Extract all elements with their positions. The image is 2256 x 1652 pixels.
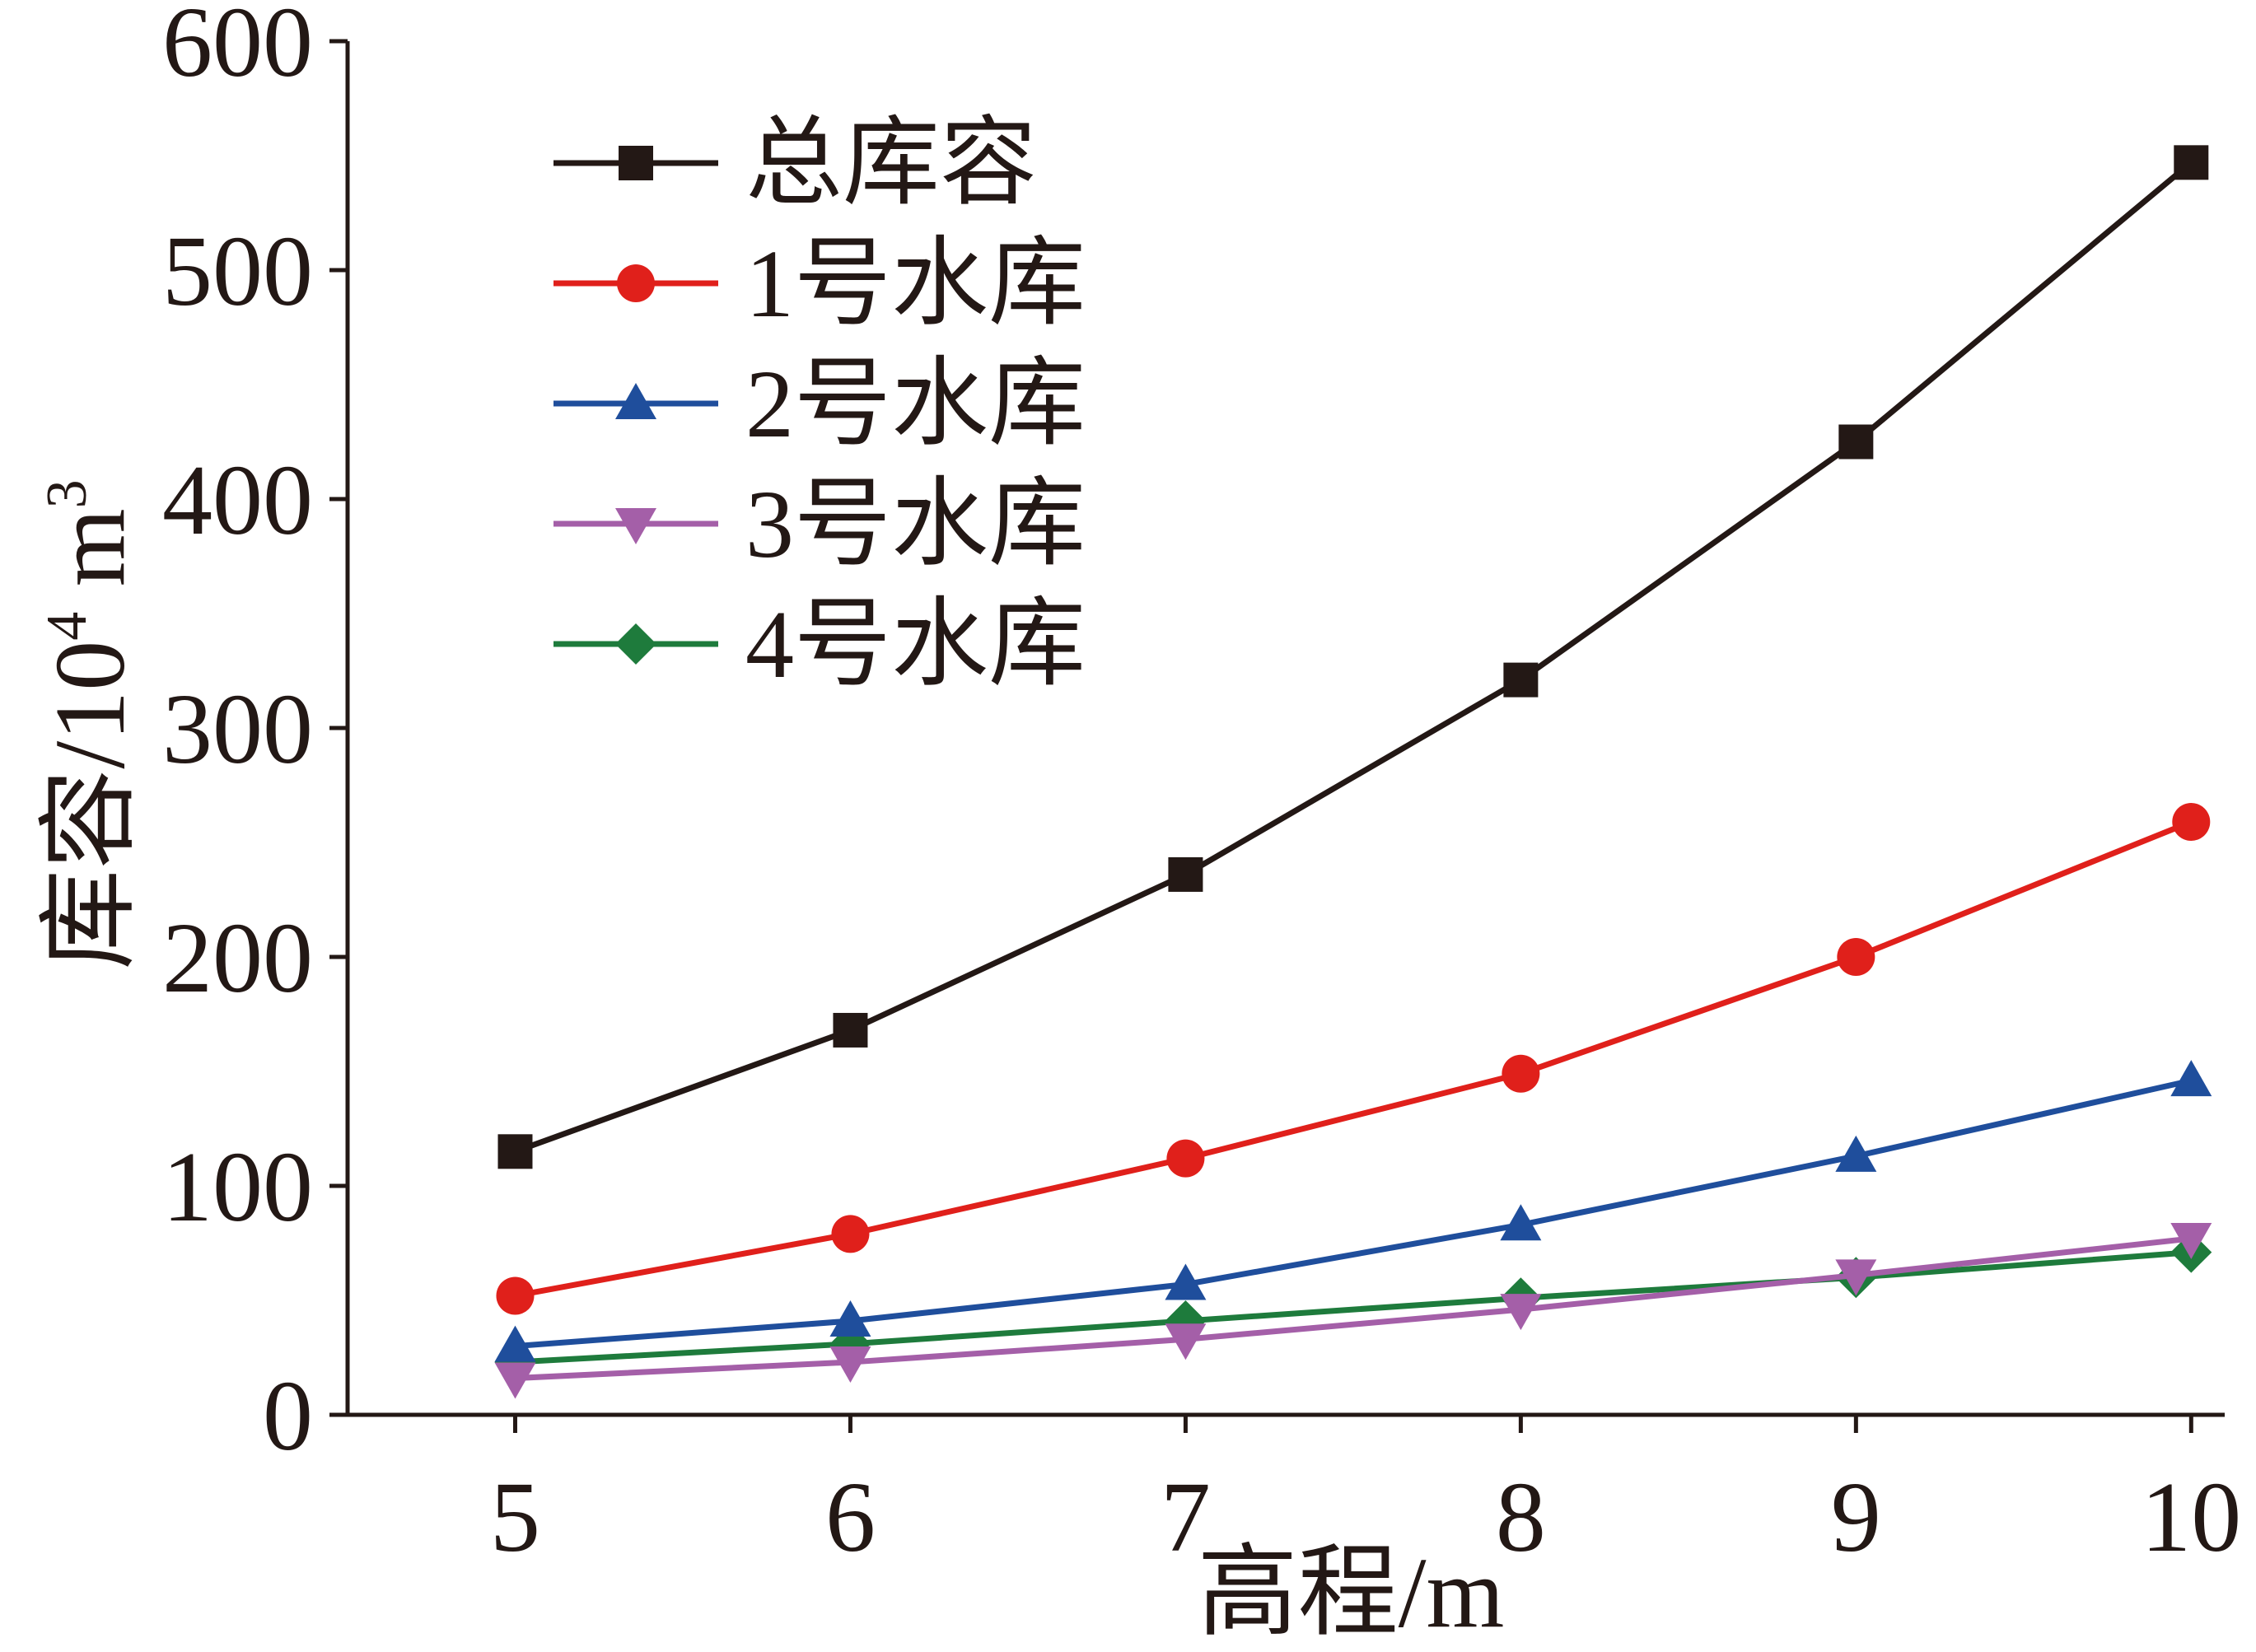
x-axis-title: 高程/m xyxy=(1198,1538,1505,1648)
data-point xyxy=(494,1325,536,1362)
data-point xyxy=(1502,1054,1540,1093)
data-point xyxy=(1838,424,1874,460)
y-axis-title-text: 库容/10 xyxy=(35,641,146,970)
legend-swatch-marker xyxy=(615,623,656,665)
data-point xyxy=(1166,1139,1205,1178)
x-tick-label: 10 xyxy=(2141,1462,2241,1573)
legend-swatch-marker xyxy=(615,508,656,544)
data-point xyxy=(497,1134,533,1169)
y-axis-title-sup-4: 4 xyxy=(35,612,99,641)
legend-item: 1号水库 xyxy=(553,230,1086,338)
legend: 总库容 1号水库 2号水库 3号水库 4号水库 xyxy=(553,110,1086,698)
data-point xyxy=(2170,1060,2212,1097)
legend-label: 2号水库 xyxy=(745,350,1086,458)
data-point xyxy=(1835,1259,1877,1296)
legend-item: 2号水库 xyxy=(553,350,1086,458)
legend-swatch-marker xyxy=(615,383,656,419)
y-axis-title-sup-3: 3 xyxy=(35,479,99,508)
y-tick-label: 0 xyxy=(263,1360,313,1472)
series-2 xyxy=(496,802,2211,1315)
data-point xyxy=(2172,802,2211,841)
legend-item: 3号水库 xyxy=(553,470,1086,578)
data-point xyxy=(1168,856,1203,892)
legend-label: 4号水库 xyxy=(745,590,1086,698)
x-tick-label: 5 xyxy=(490,1462,540,1573)
data-point xyxy=(2174,145,2209,180)
data-point xyxy=(831,1215,870,1253)
data-point xyxy=(496,1276,535,1315)
series-line xyxy=(514,819,2193,1299)
series-line xyxy=(515,1235,2192,1382)
x-tick-label: 9 xyxy=(1831,1462,1881,1573)
data-point xyxy=(2170,1222,2212,1259)
axes xyxy=(345,41,2225,1417)
legend-label: 总库容 xyxy=(745,110,1037,217)
data-point xyxy=(1835,1135,1877,1172)
series-line xyxy=(515,1077,2193,1350)
legend-item: 4号水库 xyxy=(553,590,1086,698)
x-tick-label: 6 xyxy=(825,1462,876,1573)
y-tick-label: 500 xyxy=(162,216,313,327)
data-point xyxy=(1500,1204,1542,1241)
legend-label: 3号水库 xyxy=(745,470,1086,578)
y-tick-label: 600 xyxy=(162,0,313,98)
series-3 xyxy=(494,1060,2212,1362)
data-point xyxy=(1500,1294,1542,1331)
legend-swatch-marker xyxy=(619,146,653,180)
ticks: 0 100 200 300 400 500 600 5 6 7 8 9 10 xyxy=(162,0,2241,1573)
legend-item: 总库容 xyxy=(553,110,1037,217)
y-tick-label: 300 xyxy=(162,674,313,785)
data-point xyxy=(829,1346,871,1384)
y-axis-title-unit: m xyxy=(35,508,146,611)
series-line xyxy=(514,160,2193,1155)
legend-label: 1号水库 xyxy=(745,230,1086,338)
y-tick-label: 100 xyxy=(162,1132,313,1243)
data-point xyxy=(829,1300,871,1337)
x-tick-label: 8 xyxy=(1496,1462,1546,1573)
y-tick-label: 400 xyxy=(162,445,313,556)
y-axis-title: 库容/104 m3 xyxy=(35,479,146,969)
series-1 xyxy=(497,145,2209,1169)
series-line xyxy=(515,1249,2192,1365)
legend-swatch-marker xyxy=(617,264,655,302)
data-point xyxy=(494,1362,536,1399)
data-point xyxy=(1503,662,1539,698)
data-point xyxy=(1165,1323,1207,1360)
data-point xyxy=(833,1012,868,1048)
data-point xyxy=(1837,938,1875,976)
series xyxy=(494,145,2212,1399)
y-tick-label: 200 xyxy=(162,903,313,1014)
series-4 xyxy=(494,1222,2212,1399)
x-tick-label: 7 xyxy=(1161,1462,1211,1573)
data-point xyxy=(1165,1263,1207,1300)
